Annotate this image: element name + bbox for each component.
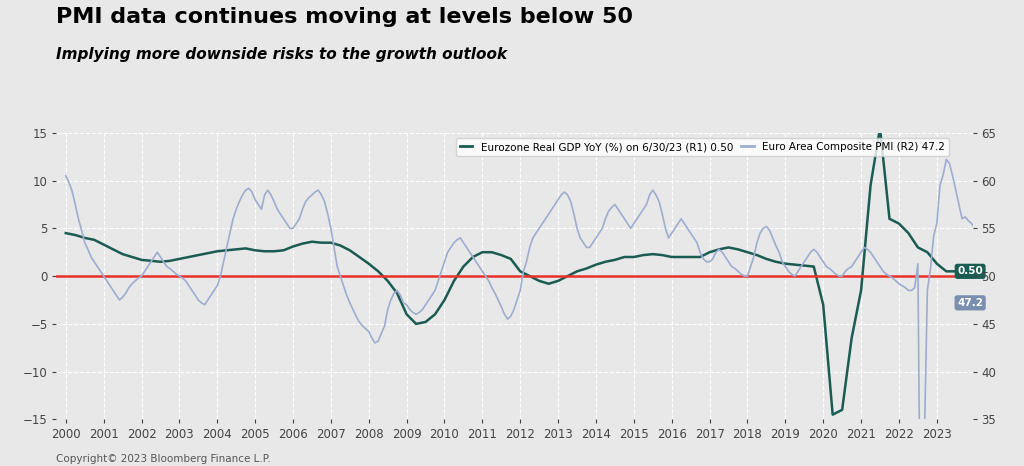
Text: 47.2: 47.2 — [957, 298, 983, 308]
Text: Implying more downside risks to the growth outlook: Implying more downside risks to the grow… — [56, 47, 508, 62]
Text: PMI data continues moving at levels below 50: PMI data continues moving at levels belo… — [56, 7, 633, 27]
Text: Copyright© 2023 Bloomberg Finance L.P.: Copyright© 2023 Bloomberg Finance L.P. — [56, 454, 271, 464]
Text: 0.50: 0.50 — [957, 267, 983, 276]
Legend: Eurozone Real GDP YoY (%) on 6/30/23 (R1) 0.50, Euro Area Composite PMI (R2) 47.: Eurozone Real GDP YoY (%) on 6/30/23 (R1… — [456, 138, 949, 157]
